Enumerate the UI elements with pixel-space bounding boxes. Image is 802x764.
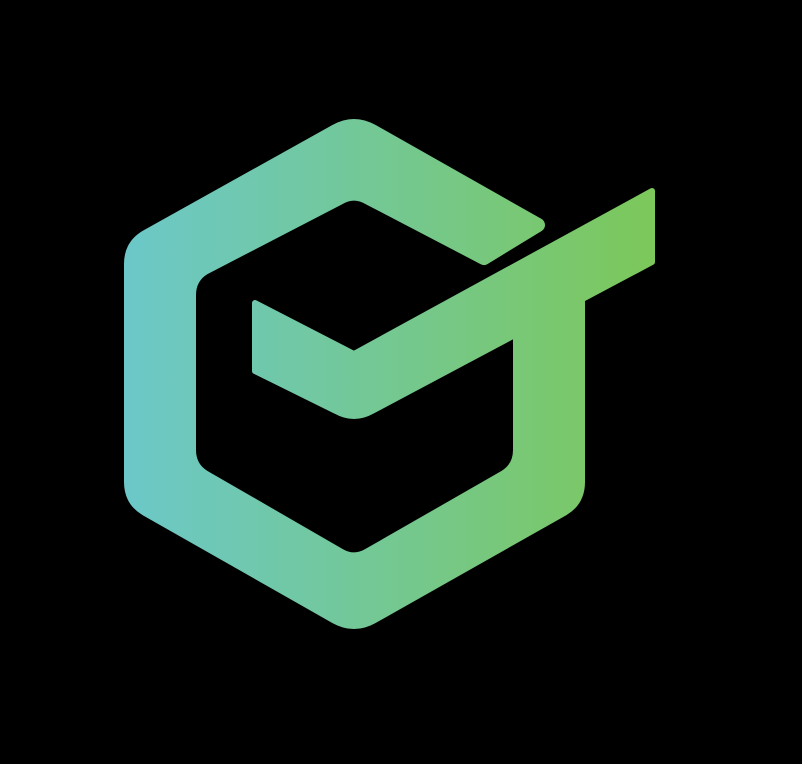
checkmark-shape [252,188,655,419]
